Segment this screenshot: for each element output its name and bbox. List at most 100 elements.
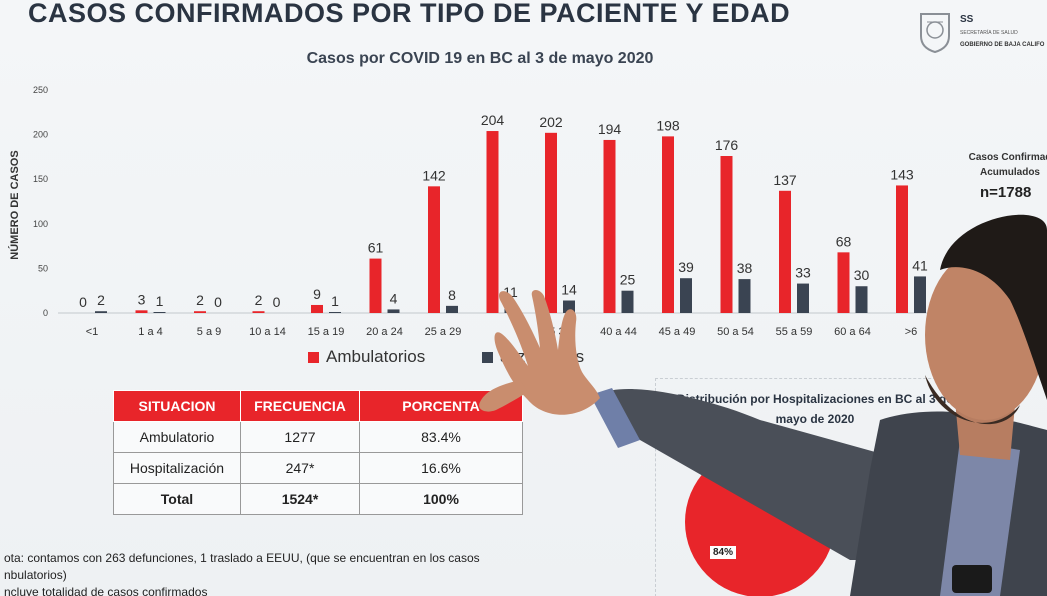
accumulated-count: n=1788 bbox=[980, 184, 1032, 201]
footnote-2: nbulatorios) bbox=[4, 568, 67, 582]
data-label-ambulatorios: 198 bbox=[656, 117, 680, 133]
x-tick-label: 25 a 29 bbox=[425, 326, 462, 338]
y-axis-label: NÚMERO DE CASOS bbox=[8, 150, 21, 259]
y-tick-label: 0 bbox=[43, 308, 48, 318]
y-tick-label: 250 bbox=[33, 85, 48, 95]
data-label-hospitalizaciones: 14 bbox=[561, 282, 577, 298]
table-header-frecuencia: FRECUENCIA bbox=[240, 390, 360, 422]
x-tick-label: 60 a 64 bbox=[834, 326, 871, 338]
bar-ambulatorios bbox=[486, 131, 499, 313]
pie-label: 84% bbox=[710, 546, 737, 559]
data-label-hospitalizaciones: 41 bbox=[912, 257, 928, 273]
data-label-ambulatorios: 68 bbox=[836, 233, 852, 249]
y-tick-label: 150 bbox=[33, 174, 48, 184]
bar-hospitalizaciones bbox=[855, 286, 868, 313]
bar-ambulatorios bbox=[428, 186, 440, 313]
bar-hospitalizaciones bbox=[153, 312, 166, 313]
legend-swatch-ambulatorios bbox=[308, 352, 319, 363]
x-tick-label: 40 a 44 bbox=[600, 326, 637, 338]
data-label-ambulatorios: 9 bbox=[313, 286, 321, 302]
data-label-hospitalizaciones: 30 bbox=[854, 267, 870, 283]
pie-panel bbox=[655, 378, 956, 596]
accumulated-title: Casos Confirmad Acumulados bbox=[968, 152, 1047, 178]
data-label-hospitalizaciones: 33 bbox=[795, 265, 811, 281]
data-label-ambulatorios: 61 bbox=[368, 240, 384, 256]
y-tick-label: 200 bbox=[33, 130, 48, 140]
x-tick-label: 50 a 54 bbox=[717, 326, 754, 338]
data-label-hospitalizaciones: 0 bbox=[273, 294, 281, 310]
cell-porcentaje: 83.4% bbox=[359, 421, 523, 453]
bar-hospitalizaciones bbox=[446, 305, 458, 313]
presenter-shirt bbox=[940, 440, 1020, 596]
bar-ambulatorios bbox=[369, 258, 382, 313]
x-tick-label: 45 a 49 bbox=[659, 326, 696, 338]
data-label-hospitalizaciones: 8 bbox=[448, 287, 456, 303]
data-label-ambulatorios: 204 bbox=[481, 112, 505, 128]
bar-hospitalizaciones bbox=[680, 278, 692, 313]
data-label-ambulatorios: 2 bbox=[196, 292, 204, 308]
situation-table: SITUACION FRECUENCIA PORCENTA Ambulatori… bbox=[113, 390, 523, 515]
x-tick-label: 20 a 24 bbox=[366, 326, 403, 338]
presenter-arm bbox=[600, 389, 940, 560]
data-label-hospitalizaciones: 38 bbox=[737, 260, 753, 276]
bar-hospitalizaciones bbox=[738, 279, 751, 313]
bar-ambulatorios bbox=[135, 310, 148, 313]
bar-hospitalizaciones bbox=[797, 283, 809, 313]
cell-frecuencia: 1524* bbox=[240, 483, 360, 515]
legend-swatch-hospitalizaciones bbox=[482, 352, 493, 363]
logo-government: GOBIERNO DE BAJA CALIFO bbox=[960, 42, 1045, 48]
bar-hospitalizaciones bbox=[621, 290, 634, 313]
cell-porcentaje: 100% bbox=[359, 483, 523, 515]
data-label-ambulatorios: 143 bbox=[890, 166, 914, 182]
bar-hospitalizaciones bbox=[95, 311, 107, 313]
x-tick-label: <1 bbox=[86, 326, 99, 338]
cell-situacion: Ambulatorio bbox=[113, 421, 241, 453]
bar-hospitalizaciones bbox=[387, 309, 400, 313]
footnote-1: ota: contamos con 263 defunciones, 1 tra… bbox=[4, 551, 480, 565]
chart-title: Casos por COVID 19 en BC al 3 de mayo 20… bbox=[306, 50, 654, 67]
bar-ambulatorios bbox=[545, 132, 557, 313]
x-tick-label: 10 a 14 bbox=[249, 326, 286, 338]
table-row: Hospitalización 247* 16.6% bbox=[113, 452, 523, 484]
y-tick-label: 100 bbox=[33, 219, 48, 229]
data-label-ambulatorios: 142 bbox=[422, 167, 446, 183]
presenter-thumb bbox=[479, 380, 528, 412]
x-tick-label: 55 a 59 bbox=[776, 326, 813, 338]
data-label-hospitalizaciones: 39 bbox=[678, 259, 694, 275]
data-label-ambulatorios: 137 bbox=[773, 172, 797, 188]
presenter-microphone bbox=[952, 565, 992, 593]
legend-label-ambulatorios: Ambulatorios bbox=[326, 347, 426, 366]
data-label-ambulatorios: 202 bbox=[539, 114, 563, 130]
data-label-hospitalizaciones: 1 bbox=[156, 293, 164, 309]
data-label-hospitalizaciones: 4 bbox=[390, 290, 398, 306]
x-tick-label: 5 a 9 bbox=[197, 326, 221, 338]
slide-title: CASOS CONFIRMADOS POR TIPO DE PACIENTE Y… bbox=[28, 0, 791, 28]
logo-text: SS bbox=[960, 14, 974, 25]
footnote-3: ncluye totalidad de casos confirmados bbox=[4, 585, 208, 596]
logo-subtitle: SECRETARÍA DE SALUD bbox=[960, 30, 1018, 36]
data-label-ambulatorios: 194 bbox=[598, 121, 622, 137]
bar-ambulatorios bbox=[603, 139, 616, 313]
data-label-hospitalizaciones: 25 bbox=[620, 272, 636, 288]
pie-title: Distribución por Hospitalizaciones en BC… bbox=[676, 392, 954, 426]
bar-ambulatorios bbox=[662, 136, 674, 313]
bar-ambulatorios bbox=[896, 185, 908, 313]
bar-ambulatorios bbox=[779, 190, 791, 313]
data-label-ambulatorios: 176 bbox=[715, 137, 739, 153]
data-label-hospitalizaciones: 0 bbox=[214, 294, 222, 310]
bar-ambulatorios bbox=[720, 156, 733, 313]
data-label-ambulatorios: 0 bbox=[79, 294, 87, 310]
table-row-total: Total 1524* 100% bbox=[113, 483, 523, 515]
government-seal-icon bbox=[920, 13, 950, 54]
table-row: Ambulatorio 1277 83.4% bbox=[113, 421, 523, 453]
bar-ambulatorios bbox=[194, 311, 206, 313]
x-tick-label: 15 a 19 bbox=[308, 326, 345, 338]
data-label-hospitalizaciones: 2 bbox=[97, 292, 105, 308]
presenter-hair bbox=[940, 214, 1047, 400]
cell-porcentaje: 16.6% bbox=[359, 452, 523, 484]
y-tick-label: 50 bbox=[38, 263, 48, 273]
bar-ambulatorios bbox=[837, 252, 850, 313]
bar-ambulatorios bbox=[252, 311, 265, 313]
